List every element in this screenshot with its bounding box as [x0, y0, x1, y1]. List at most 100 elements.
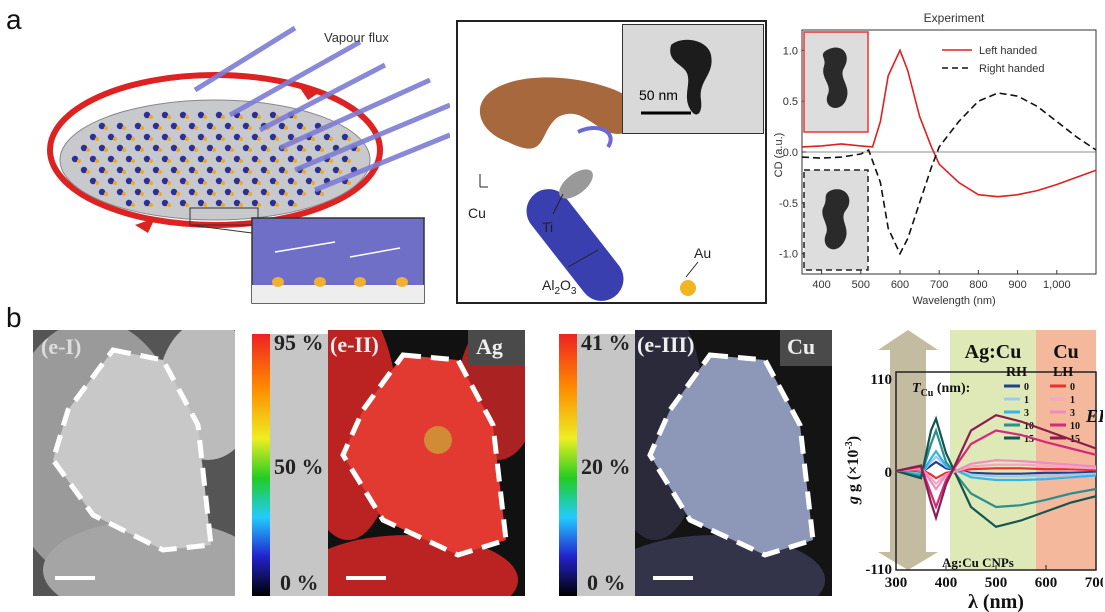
cd-xtick-label: 700 — [930, 279, 948, 291]
color-scale-bar — [559, 334, 577, 596]
nanoparticle-cap — [275, 181, 279, 185]
nanoparticle-cap — [221, 115, 225, 119]
nanoparticle-cap — [248, 126, 252, 130]
nanoparticle-cap — [176, 192, 180, 196]
scale-mid-label: 50 % — [274, 454, 324, 479]
nanoparticle — [98, 144, 106, 152]
zoom-inset — [251, 217, 425, 304]
nanoparticle — [305, 155, 313, 163]
nanoparticle — [170, 122, 178, 130]
nanoparticle-cap — [320, 192, 324, 196]
nanoparticle-cap — [149, 137, 153, 141]
nanoparticle — [206, 122, 214, 130]
nanoparticle-cap — [203, 137, 207, 141]
nanoparticle — [152, 188, 160, 196]
g-xtick-label: 700 — [1085, 575, 1103, 591]
g-series-line — [895, 460, 1097, 475]
legend-right-handed: Right handed — [979, 63, 1044, 75]
nanoparticle-cap — [347, 181, 351, 185]
nanoparticle — [179, 199, 187, 207]
tem-inset: 50 nm — [622, 24, 764, 134]
nanoparticle — [116, 144, 124, 152]
nanoparticle-cap — [239, 181, 243, 185]
nanoparticle — [206, 144, 214, 152]
nanoparticle — [251, 177, 259, 185]
nanoparticle-cap — [221, 137, 225, 141]
nanoparticle-cap — [131, 159, 135, 163]
nanoparticle — [323, 133, 331, 141]
nanoparticle — [170, 188, 178, 196]
nanoparticle — [314, 144, 322, 152]
nanoparticle — [233, 199, 241, 207]
nanoparticle-cap — [239, 159, 243, 163]
nanoparticle — [242, 144, 250, 152]
particle-outline — [50, 347, 214, 553]
panel-label-a: a — [6, 4, 22, 35]
nanoparticle-cap — [131, 203, 135, 207]
nanoparticle-cap — [131, 137, 135, 141]
nanoparticle — [224, 122, 232, 130]
nanoparticle-cap — [167, 181, 171, 185]
nanoparticle — [215, 111, 223, 119]
nanoparticle-cap — [356, 148, 360, 152]
nanoparticle-cap — [104, 192, 108, 196]
nanoparticle — [125, 177, 133, 185]
g-ytick-label: -110 — [865, 562, 892, 578]
nanoparticle — [179, 155, 187, 163]
legend-value-rh: 10 — [1024, 421, 1034, 432]
nanoparticle-cap — [284, 192, 288, 196]
g-series-line — [895, 415, 1097, 528]
cd-ytick-label: 0.0 — [783, 147, 798, 159]
nanoparticle-cap — [293, 115, 297, 119]
nanoparticle — [206, 166, 214, 174]
nanoparticle-cap — [131, 181, 135, 185]
nanoparticle-cap — [275, 159, 279, 163]
nanoparticle — [80, 144, 88, 152]
nanoparticle — [170, 166, 178, 174]
nanoparticle-cap — [248, 148, 252, 152]
nanoparticle — [134, 122, 142, 130]
nanoparticle-cap — [185, 181, 189, 185]
nanoparticle-cap — [95, 159, 99, 163]
nanoparticle-cap — [320, 148, 324, 152]
nanoparticle — [152, 166, 160, 174]
nanoparticle-cap — [203, 203, 207, 207]
haadf-image: (e-I) — [33, 330, 235, 596]
nanoparticle-cap — [140, 192, 144, 196]
map2-element: Ag — [476, 334, 503, 359]
nanoparticle-cap — [194, 126, 198, 130]
legend-value-rh: 0 — [1024, 382, 1029, 393]
double-arrow — [878, 330, 938, 570]
nanoparticle-cap — [302, 192, 306, 196]
nanoparticle-cap — [320, 170, 324, 174]
rotation-arrow-right — [300, 88, 320, 100]
nanoparticle — [224, 144, 232, 152]
nanoparticle — [161, 155, 169, 163]
nanoparticle-cap — [257, 203, 261, 207]
nanoparticle — [224, 166, 232, 174]
cd-xtick-label: 400 — [812, 279, 830, 291]
nanoparticle — [188, 122, 196, 130]
nanoparticle-cap — [257, 181, 261, 185]
nanoparticle-cap — [302, 148, 306, 152]
nanoparticle — [287, 133, 295, 141]
g-series-line — [895, 467, 1097, 480]
cd-ytick-label: 0.5 — [783, 96, 798, 108]
cu-region-label: Cu — [1053, 341, 1079, 363]
nanoparticle — [89, 155, 97, 163]
scale-top-label: 41 % — [581, 330, 631, 355]
nanoparticle-cap — [176, 170, 180, 174]
deposition-schematic: Vapour flux — [47, 25, 450, 304]
nanoparticle-cap — [77, 159, 81, 163]
nanoparticle — [215, 199, 223, 207]
nanoparticle-cap — [239, 115, 243, 119]
g-series-line — [895, 455, 1097, 478]
g-series-line — [895, 459, 1097, 491]
nanoparticle-cap — [302, 126, 306, 130]
nanoparticle-cap — [167, 115, 171, 119]
cd-xlabel: Wavelength (nm) — [912, 295, 995, 307]
nanoparticle — [179, 111, 187, 119]
nanoparticle-cap — [284, 170, 288, 174]
nanoparticle — [116, 122, 124, 130]
nanoparticle — [161, 133, 169, 141]
